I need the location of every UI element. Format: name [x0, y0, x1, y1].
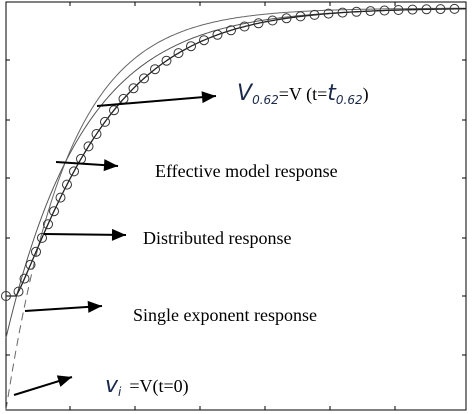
- marker: [393, 5, 404, 15]
- marker: [421, 4, 432, 15]
- curves: [1, 3, 466, 411]
- arrow-head: [103, 159, 118, 172]
- arrow-head: [201, 91, 216, 104]
- subscript: 0.62: [252, 93, 279, 107]
- marker: [25, 259, 36, 270]
- marker: [323, 8, 334, 19]
- vi-label: vi =V(t=0): [105, 373, 189, 399]
- marker: [186, 41, 196, 52]
- equals: =V (t=: [279, 84, 327, 105]
- marker: [62, 179, 72, 190]
- symbol: t: [327, 81, 337, 106]
- marker: [100, 116, 110, 127]
- arrow-shaft: [96, 95, 217, 107]
- arrow-head: [111, 228, 126, 241]
- effective-curve: [6, 8, 466, 297]
- marker: [379, 5, 390, 16]
- marker: [49, 206, 59, 217]
- marker: [91, 129, 102, 139]
- marker: [281, 13, 292, 24]
- marker: [173, 48, 184, 59]
- marker: [365, 6, 376, 17]
- marker: [212, 29, 223, 40]
- marker: [407, 4, 418, 15]
- marker: [55, 192, 66, 203]
- marker: [150, 64, 160, 75]
- distributed-label: Distributed response: [143, 228, 291, 248]
- single-exponent-curve: [39, 7, 466, 241]
- marker: [43, 219, 53, 230]
- marker: [69, 166, 79, 177]
- marker: [109, 105, 119, 116]
- marker: [37, 232, 47, 243]
- marker: [161, 55, 172, 66]
- marker: [139, 73, 149, 84]
- single-label: Single exponent response: [133, 305, 317, 325]
- arrow-head: [56, 375, 72, 387]
- frame: [5, 1, 467, 411]
- close: ): [363, 84, 369, 105]
- symbol: V: [237, 81, 254, 106]
- marker: [337, 7, 348, 18]
- marker: [267, 15, 278, 26]
- marker: [239, 21, 250, 32]
- marker: [309, 9, 320, 20]
- subscript: 0.62: [336, 93, 363, 107]
- equals: =V(t=0): [129, 376, 188, 397]
- marker: [351, 6, 362, 17]
- marker: [253, 18, 264, 29]
- v062-label: V0.62=V (t=t0.62): [237, 81, 369, 107]
- marker: [1, 291, 11, 301]
- marker: [128, 83, 139, 94]
- arrow-head: [87, 300, 102, 313]
- marker: [449, 3, 460, 14]
- marker: [13, 286, 24, 297]
- marker: [295, 11, 306, 22]
- effective-label: Effective model response: [155, 161, 338, 181]
- marker: [226, 25, 236, 36]
- symbol: v: [105, 373, 119, 398]
- marker: [31, 246, 41, 257]
- subscript: i: [118, 385, 122, 399]
- marker: [19, 273, 30, 284]
- arrows: [13, 91, 217, 396]
- ticks: [6, 2, 466, 410]
- marker: [199, 35, 209, 46]
- marker: [435, 4, 446, 15]
- marker: [83, 141, 94, 152]
